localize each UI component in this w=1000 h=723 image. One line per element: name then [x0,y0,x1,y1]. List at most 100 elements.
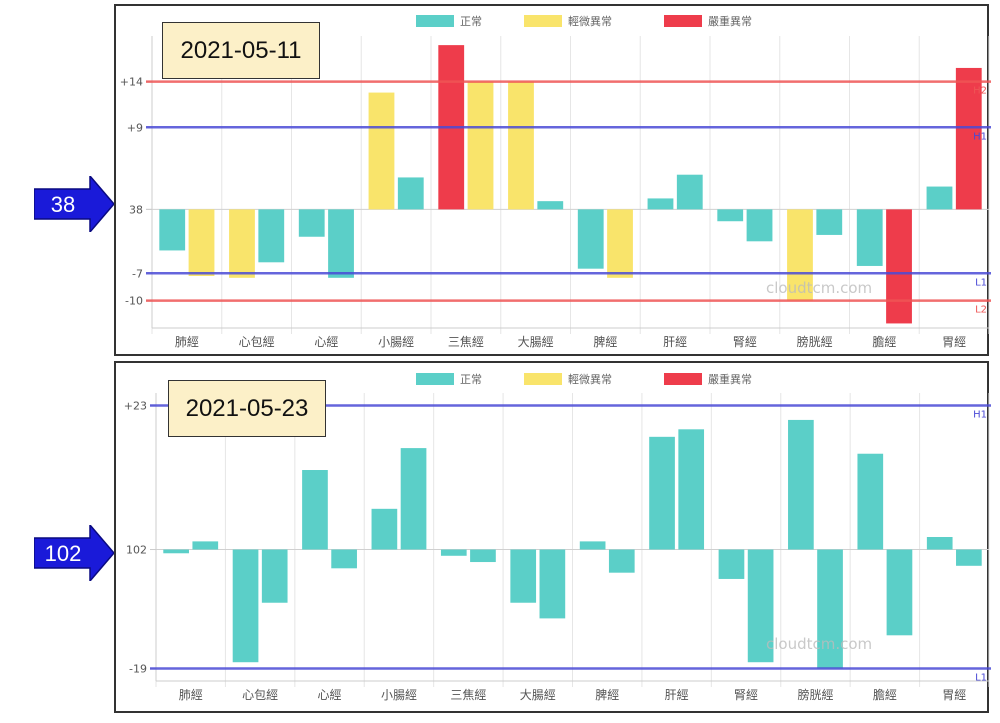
baseline-arrow-102: 102 [34,525,114,581]
reference-label-L2: L2 [975,305,987,316]
arrow-right-icon [34,525,114,581]
bar-三焦經-2 [470,549,496,563]
category-label-心經: 心經 [318,688,342,702]
bar-肝經-2 [676,174,703,210]
category-label-胃經: 胃經 [942,688,966,702]
reference-label-L1: L1 [975,672,987,683]
y-tick-label: 38 [129,203,143,216]
bar-膽經-1 [856,209,883,266]
category-label-三焦經: 三焦經 [450,688,486,702]
bar-三焦經-1 [440,549,467,556]
category-label-小腸經: 小腸經 [378,335,414,349]
bar-腎經-1 [718,549,745,579]
bar-心包經-2 [258,209,285,263]
legend-label-1: 輕微異常 [568,372,612,386]
baseline-value-label: 102 [44,541,82,566]
category-label-膀胱經: 膀胱經 [797,687,833,702]
bar-心包經-2 [261,549,288,603]
bar-肝經-1 [647,198,674,210]
category-label-膽經: 膽經 [872,334,896,349]
legend-label-0: 正常 [460,15,482,28]
bar-肺經-2 [192,541,219,550]
legend-swatch-2 [664,373,702,385]
legend-label-2: 嚴重異常 [708,14,752,28]
category-label-脾經: 脾經 [593,334,617,349]
reference-label-H2: H2 [973,86,987,97]
reference-label-H1: H1 [973,131,987,142]
category-label-膀胱經: 膀胱經 [797,334,833,349]
arrow-right-icon [34,176,114,232]
category-label-膽經: 膽經 [873,687,897,702]
bar-膀胱經-2 [817,549,843,669]
date-label-2021-05-11: 2021-05-11 [162,22,320,79]
category-label-腎經: 腎經 [733,335,757,349]
legend-swatch-1 [524,373,562,385]
bar-腎經-2 [746,209,773,242]
legend-label-2: 嚴重異常 [708,372,752,386]
bar-肺經-2 [188,209,215,276]
bar-小腸經-1 [371,508,398,550]
y-tick-label: +9 [127,121,143,134]
bar-三焦經-2 [467,81,494,210]
category-label-脾經: 脾經 [595,687,619,702]
category-label-肝經: 肝經 [663,335,687,349]
y-tick-label: +14 [120,76,143,89]
bar-肺經-1 [159,209,186,251]
legend-swatch-1 [524,15,562,27]
category-label-心經: 心經 [314,335,338,349]
bar-脾經-1 [577,209,604,269]
baseline-value-label: 38 [50,192,76,217]
legend-label-0: 正常 [460,373,482,386]
reference-label-H1: H1 [973,410,987,421]
bar-胃經-2 [955,67,982,210]
bar-肝經-1 [649,436,675,550]
bar-胃經-1 [926,537,953,550]
y-tick-label: +23 [124,400,147,413]
category-label-大腸經: 大腸經 [520,688,556,702]
bar-心經-2 [328,209,354,278]
category-label-肺經: 肺經 [179,688,203,702]
bar-胃經-2 [956,549,982,566]
category-label-心包經: 心包經 [239,335,275,349]
category-label-小腸經: 小腸經 [381,688,417,702]
bar-肺經-1 [163,549,189,554]
bar-心經-2 [331,549,357,569]
y-tick-label: -7 [132,267,143,280]
bar-腎經-1 [717,209,744,222]
reference-label-L1: L1 [975,277,987,288]
bar-大腸經-2 [537,201,564,210]
baseline-arrow-38: 38 [34,176,114,232]
legend-swatch-2 [664,15,702,27]
bar-膽經-1 [857,453,884,550]
bar-小腸經-1 [368,92,395,210]
bar-肝經-2 [678,429,705,550]
bar-膀胱經-2 [816,209,843,235]
bar-脾經-2 [608,549,635,573]
category-label-腎經: 腎經 [734,688,758,702]
y-tick-label: 102 [126,544,147,557]
chart-svg-2021-05-11: 正常 輕微異常 嚴重異常 +14 +9 38 -7 -10 H2 H1 L1 L2 cloudtcm.c… [120,14,991,349]
category-label-肺經: 肺經 [175,335,199,349]
category-label-胃經: 胃經 [942,335,966,349]
bar-腎經-2 [747,549,774,663]
bar-小腸經-2 [397,177,424,210]
category-label-大腸經: 大腸經 [518,335,554,349]
bar-心包經-1 [229,209,255,278]
bar-膽經-2 [886,209,912,324]
chart-panel-2021-05-11: 正常 輕微異常 嚴重異常 +14 +9 38 -7 -10 H2 H1 L1 L2 cloudtcm.c… [114,4,991,356]
bar-膽經-2 [886,549,913,636]
y-tick-label: -19 [129,662,147,675]
bar-心包經-1 [232,549,259,663]
bar-大腸經-1 [510,549,537,603]
category-label-三焦經: 三焦經 [448,335,484,349]
bar-大腸經-1 [508,81,534,210]
bar-膀胱經-1 [787,209,813,301]
bar-大腸經-2 [539,549,566,619]
chart-svg-2021-05-23: 正常 輕微異常 嚴重異常 +23 102 -19 H1 L1 cloudtcm.com 肺經 心包經… [124,372,991,702]
legend-label-1: 輕微異常 [568,14,612,28]
date-label-2021-05-23: 2021-05-23 [168,380,326,437]
category-label-心包經: 心包經 [242,688,278,702]
legend-swatch-0 [416,15,454,27]
watermark-text: cloudtcm.com [766,635,872,653]
bar-膀胱經-1 [788,419,814,550]
